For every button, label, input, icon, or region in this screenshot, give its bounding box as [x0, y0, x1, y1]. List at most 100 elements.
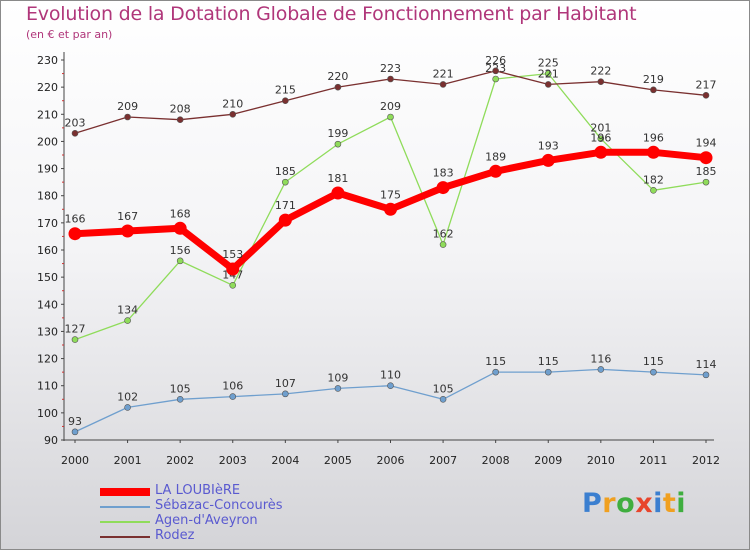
series-1-data-label: 110: [380, 369, 401, 382]
series-3-point: [492, 67, 499, 75]
y-tick-label: 190: [37, 163, 58, 176]
series-2-point: [544, 70, 552, 77]
series-0-point: [489, 164, 503, 178]
series-2-point: [176, 257, 184, 265]
series-1-point: [176, 395, 184, 403]
series-0-data-label: 196: [590, 131, 611, 144]
series-2-data-label: 209: [380, 100, 401, 113]
y-tick-label: 140: [37, 298, 58, 311]
logo-letter: t: [662, 488, 677, 519]
series-3-data-label: 223: [380, 62, 401, 75]
series-2-point: [387, 113, 394, 121]
series-1-point: [71, 428, 79, 436]
x-tick-label: 2006: [377, 454, 405, 467]
series-0-data-label: 194: [696, 137, 717, 150]
series-2-point: [229, 281, 237, 289]
proxiti-logo: Proxiti: [582, 488, 686, 519]
series-0-data-label: 175: [380, 188, 401, 201]
series-3-data-label: 220: [327, 70, 348, 83]
series-1-point: [650, 368, 657, 376]
series-1-data-label: 114: [696, 358, 717, 371]
series-1-data-label: 115: [643, 355, 664, 368]
chart-title: Evolution de la Dotation Globale de Fonc…: [26, 3, 637, 25]
series-2-data-label: 185: [275, 165, 296, 178]
series-3-point: [439, 81, 447, 88]
series-3-point: [387, 75, 394, 83]
series-3-data-label: 226: [485, 54, 506, 67]
series-1-point: [387, 382, 394, 390]
series-0-point: [436, 181, 450, 195]
x-tick-label: 2009: [534, 454, 562, 467]
series-1-point: [334, 385, 342, 392]
series-0-data-label: 153: [222, 248, 243, 261]
series-0-point: [173, 221, 187, 235]
series-1-data-label: 107: [275, 377, 296, 390]
series-0-data-label: 167: [117, 210, 138, 223]
series-2-point: [334, 140, 342, 148]
y-tick-label: 90: [44, 434, 58, 447]
series-2-point: [282, 178, 289, 186]
y-tick-label: 200: [37, 135, 58, 148]
series-0-point: [384, 202, 397, 216]
logo-letter: i: [676, 488, 687, 519]
series-0-point: [646, 145, 660, 159]
series-0-point: [594, 145, 608, 159]
x-tick-label: 2003: [219, 454, 247, 467]
series-1-data-label: 115: [538, 355, 559, 368]
series-2-point: [492, 75, 499, 83]
series-3-data-label: 210: [222, 97, 243, 110]
series-2-data-label: 199: [327, 127, 348, 140]
x-tick-label: 2011: [639, 454, 667, 467]
series-3-data-label: 215: [275, 84, 296, 97]
chart-legend: LA LOUBIèRE Sébazac-Concourès Agen-d'Aveyr…: [100, 483, 340, 544]
series-3-data-label: 221: [433, 67, 454, 80]
series-3-point: [229, 110, 237, 118]
series-0-point: [541, 153, 555, 167]
legend-label: LA LOUBIèRE: [155, 483, 241, 498]
y-tick-label: 180: [37, 190, 58, 203]
series-2-data-label: 134: [117, 304, 138, 317]
series-2-data-label: 225: [538, 57, 559, 70]
chart-subtitle: (en € et par an): [26, 28, 113, 41]
series-2-data-label: 127: [65, 323, 86, 336]
logo-letter: P: [582, 488, 603, 519]
x-tick-label: 2001: [114, 454, 142, 467]
series-0-point: [68, 227, 82, 241]
series-2-data-label: 185: [696, 165, 717, 178]
legend-swatch: [100, 520, 150, 523]
legend-label: Rodez: [155, 528, 195, 543]
series-3-data-label: 217: [696, 78, 717, 91]
series-2-data-label: 201: [590, 122, 611, 135]
x-tick-label: 2012: [692, 454, 720, 467]
series-3-data-label: 203: [65, 116, 86, 129]
series-0-data-label: 166: [65, 213, 86, 226]
series-2-point: [650, 186, 657, 194]
series-1-data-label: 109: [327, 371, 348, 384]
series-2-point: [71, 336, 79, 343]
series-2-point: [702, 178, 710, 186]
series-3-data-label: 221: [538, 67, 559, 80]
y-tick-label: 120: [37, 353, 58, 366]
legend-item: Sébazac-Concourès: [100, 498, 340, 514]
x-tick-label: 2008: [482, 454, 510, 467]
series-0-data-label: 181: [327, 172, 348, 185]
logo-letter: i: [653, 488, 663, 519]
series-3-point: [650, 86, 657, 94]
legend-swatch: [100, 487, 150, 496]
series-2-point: [597, 135, 605, 143]
series-2-data-label: 156: [170, 244, 191, 257]
series-3-data-label: 209: [117, 100, 138, 113]
y-tick-label: 210: [37, 108, 58, 121]
y-tick-label: 220: [37, 81, 58, 94]
series-3-data-label: 222: [590, 65, 611, 78]
logo-letter: x: [635, 488, 654, 519]
legend-label: Agen-d'Aveyron: [155, 513, 258, 528]
series-1-data-label: 93: [68, 415, 82, 428]
series-0-data-label: 171: [275, 199, 296, 212]
series-1-data-label: 106: [222, 380, 243, 393]
series-3-point: [597, 78, 605, 86]
series-0-point: [121, 224, 135, 238]
series-3-point: [544, 81, 552, 88]
y-tick-label: 170: [37, 217, 58, 230]
